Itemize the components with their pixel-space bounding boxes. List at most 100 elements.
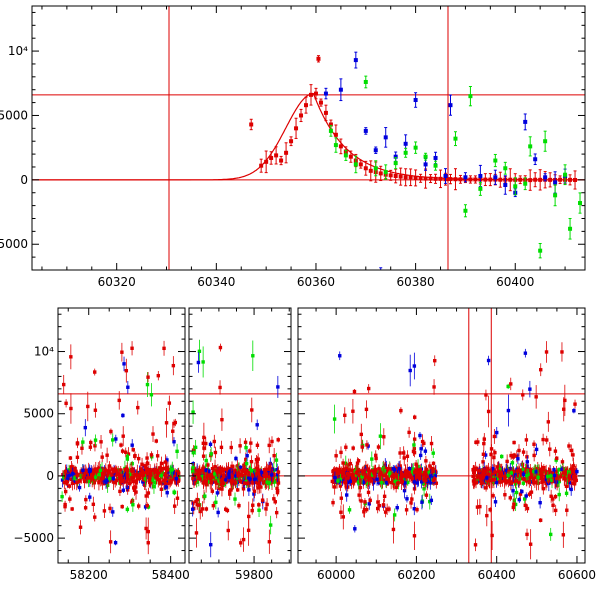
data-point (159, 487, 164, 491)
data-point (375, 477, 379, 481)
data-point (205, 473, 210, 478)
data-point (431, 478, 436, 483)
data-point (87, 469, 92, 474)
data-point (527, 480, 532, 485)
data-point (159, 461, 164, 466)
data-point (148, 467, 152, 472)
data-point (393, 479, 397, 483)
data-point (119, 468, 123, 472)
data-point (540, 473, 544, 477)
data-point (245, 453, 249, 458)
data-point (193, 445, 198, 450)
data-point (67, 468, 71, 472)
data-point (121, 479, 125, 484)
data-point (212, 439, 217, 444)
data-point (473, 477, 477, 482)
data-point (525, 473, 529, 478)
data-point (209, 542, 213, 547)
data-point (395, 505, 399, 510)
data-point (346, 477, 350, 482)
data-point (430, 474, 435, 478)
data-point (236, 473, 240, 478)
data-point (526, 469, 530, 473)
data-point (373, 166, 378, 171)
data-point (578, 201, 583, 206)
data-point (495, 476, 500, 480)
data-point (62, 382, 66, 387)
data-point (534, 447, 539, 452)
data-point (468, 177, 473, 182)
data-point (383, 170, 388, 175)
data-point (562, 476, 567, 480)
top-axes: 60320 60340 60360 60380 60400 −5000 0 5000 10⁴ (0, 6, 585, 289)
data-point (144, 526, 148, 531)
data-point (123, 468, 127, 472)
data-point (463, 208, 468, 213)
data-point (369, 479, 374, 483)
data-point (515, 469, 519, 473)
data-point (256, 469, 260, 473)
data-point (512, 453, 516, 457)
data-point (62, 475, 66, 480)
data-point (104, 480, 108, 484)
data-point (258, 476, 262, 480)
data-point (339, 510, 343, 514)
data-point (392, 513, 397, 517)
data-point (119, 473, 123, 478)
data-point (88, 477, 93, 481)
data-point (373, 478, 377, 482)
data-point (380, 479, 385, 483)
data-point (407, 466, 412, 471)
data-point (284, 150, 289, 155)
data-point (426, 470, 431, 474)
data-point (169, 468, 173, 472)
data-point (543, 139, 548, 144)
data-point (214, 475, 218, 480)
data-point (238, 444, 242, 448)
data-point (386, 467, 391, 471)
segment-frame (188, 307, 292, 564)
data-point (332, 417, 337, 421)
data-point (159, 468, 163, 473)
data-point (224, 507, 228, 511)
data-point (99, 440, 103, 444)
data-point (207, 469, 211, 473)
x-tick-label: 58400 (152, 568, 190, 582)
data-point (345, 471, 350, 476)
data-point (214, 500, 218, 505)
data-point (378, 171, 383, 176)
data-point (423, 471, 428, 476)
data-point (524, 494, 528, 498)
data-point (209, 452, 213, 456)
data-point (543, 175, 548, 180)
data-point (521, 481, 526, 485)
data-point (146, 529, 150, 534)
data-point (412, 470, 417, 474)
data-point (215, 491, 220, 495)
data-point (80, 446, 84, 450)
data-point (391, 527, 396, 532)
data-point (68, 497, 72, 501)
data-point (415, 481, 419, 485)
data-point (544, 470, 548, 474)
data-point (563, 172, 568, 177)
data-point (538, 518, 543, 522)
data-point (478, 173, 483, 178)
data-point (200, 475, 204, 479)
data-point (202, 435, 206, 440)
data-point (252, 492, 256, 496)
data-point (491, 466, 495, 471)
data-point (570, 469, 574, 473)
data-point (539, 476, 544, 480)
data-point (259, 470, 264, 475)
data-point (472, 482, 476, 486)
data-point (557, 468, 561, 472)
data-point (171, 363, 176, 368)
data-point (266, 474, 271, 479)
data-point (226, 467, 231, 471)
data-point (498, 467, 502, 472)
data-point (86, 479, 91, 484)
data-point (525, 460, 529, 464)
data-point (91, 502, 96, 507)
data-point (204, 441, 208, 446)
